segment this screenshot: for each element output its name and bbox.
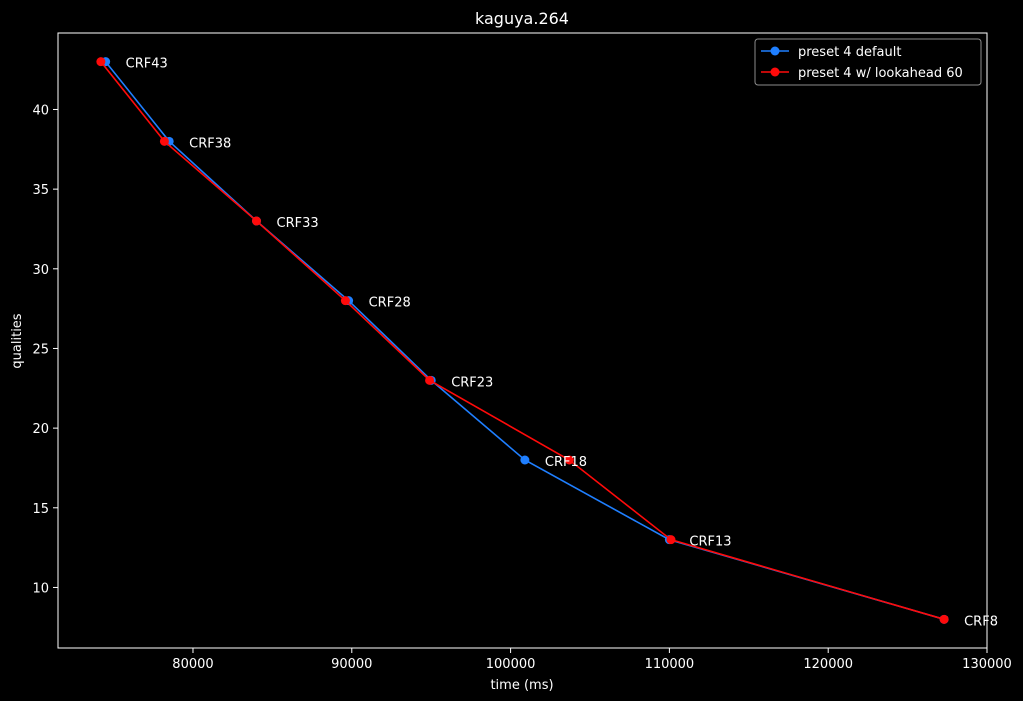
plot-frame: [57, 32, 988, 649]
x-tick-label: 120000: [803, 657, 853, 672]
y-tick-label: 15: [32, 502, 49, 517]
legend: preset 4 default preset 4 w/ lookahead 60: [754, 38, 982, 86]
annotation-layer: CRF43 CRF38 CRF33 CRF28 CRF23 CRF18 CRF13 CRF8: [126, 57, 998, 630]
y-tick-label: 35: [32, 183, 49, 198]
series-line: [104, 61, 945, 621]
y-tick-label: 10: [32, 581, 49, 596]
x-axis-label: time (ms): [490, 678, 553, 693]
y-tick-label: 40: [32, 103, 49, 118]
axis-ticks: 80000 90000 100000 110000 120000 130000 10 15 20…: [32, 103, 1011, 672]
legend-label: preset 4 w/ lookahead 60: [798, 66, 963, 81]
series-line: [100, 61, 945, 621]
crf-annotation: CRF38: [189, 136, 231, 151]
data-point: [252, 216, 262, 226]
chart-title: kaguya.264: [475, 9, 569, 28]
crf-annotation: CRF23: [451, 375, 493, 390]
y-tick-label: 20: [32, 422, 49, 437]
y-axis-label: qualities: [10, 313, 25, 368]
data-point: [564, 455, 574, 465]
data-point: [939, 614, 949, 624]
y-tick-label: 30: [32, 263, 49, 278]
crf-annotation: CRF43: [126, 57, 168, 72]
crf-annotation: CRF8: [964, 614, 998, 629]
legend-frame: [754, 38, 982, 86]
data-point: [96, 57, 106, 67]
data-point: [159, 136, 169, 146]
legend-label: preset 4 default: [798, 45, 901, 60]
crf-annotation: CRF13: [689, 535, 731, 550]
data-point: [425, 375, 435, 385]
data-point: [520, 455, 530, 465]
x-tick-label: 80000: [172, 657, 213, 672]
legend-marker: [770, 67, 780, 77]
y-tick-label: 25: [32, 342, 49, 357]
series-layer: [96, 57, 949, 624]
crf-annotation: CRF28: [369, 296, 411, 311]
data-point: [666, 535, 676, 545]
x-tick-label: 90000: [331, 657, 372, 672]
crf-annotation: CRF33: [277, 216, 319, 231]
legend-marker: [770, 46, 780, 56]
x-tick-label: 100000: [486, 657, 536, 672]
x-tick-label: 110000: [645, 657, 695, 672]
data-point: [340, 296, 350, 306]
x-tick-label: 130000: [962, 657, 1012, 672]
crf-annotation: CRF18: [545, 455, 587, 470]
series-2: [96, 57, 949, 624]
